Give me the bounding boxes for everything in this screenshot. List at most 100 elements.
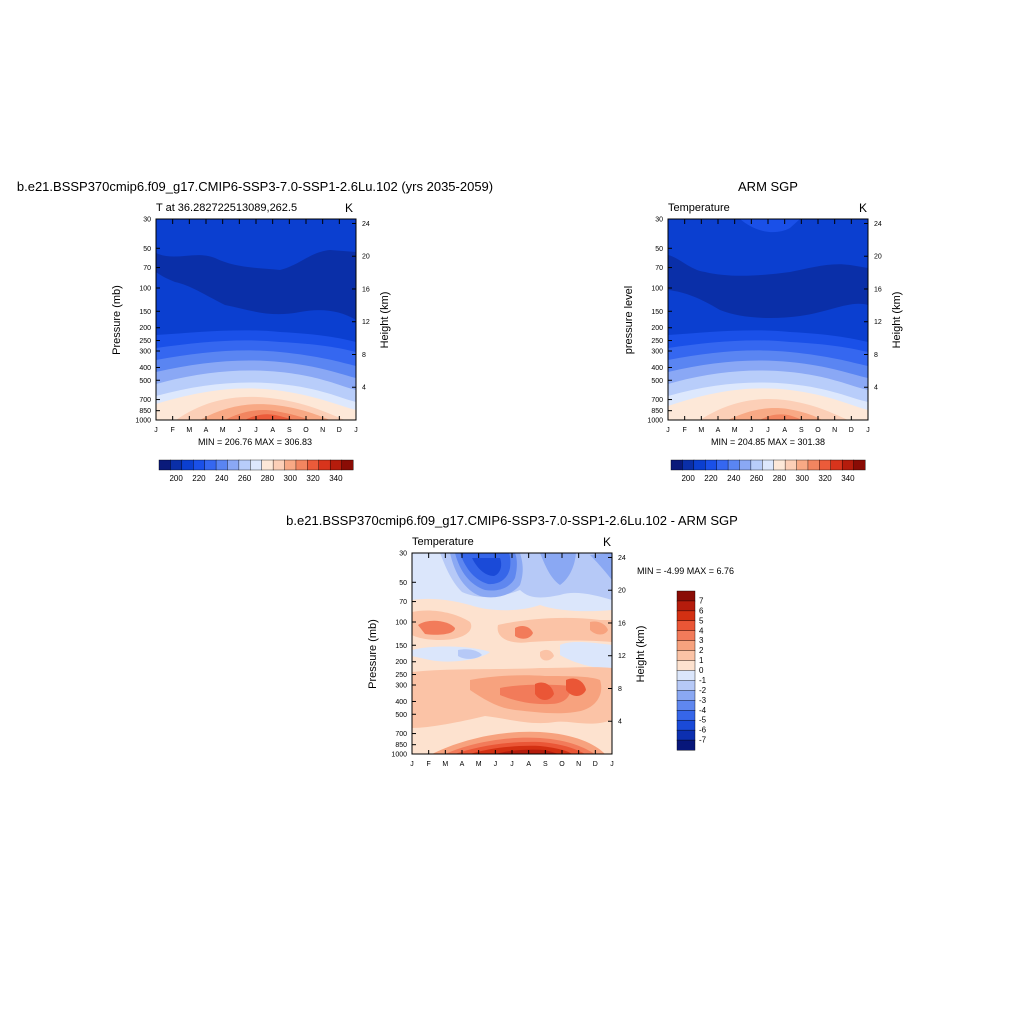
colorbar-swatch: [227, 459, 240, 471]
y-right-tick-label: 16: [618, 620, 626, 627]
colorbar-swatch: [676, 650, 696, 662]
y-tick-label: 300: [139, 348, 151, 355]
panel-model: b.e21.BSSP370cmip6.f09_g17.CMIP6-SSP3-7.…: [17, 179, 493, 483]
y-right-tick-label: 20: [362, 254, 370, 261]
x-tick-label: D: [337, 427, 342, 434]
x-tick-label: J: [494, 761, 498, 768]
panel-obs-field: [668, 219, 868, 420]
colorbar-swatch: [676, 690, 696, 701]
colorbar-label: 5: [699, 616, 704, 625]
panel-obs-ylabel-right: Height (km): [891, 292, 903, 349]
x-tick-label: N: [576, 761, 581, 768]
y-tick-label: 250: [651, 338, 663, 345]
y-right-tick-label: 12: [618, 653, 626, 660]
colorbar-swatch: [329, 459, 343, 471]
colorbar-swatch: [676, 739, 696, 751]
y-tick-label: 400: [139, 365, 151, 372]
colorbar-swatch: [250, 459, 263, 471]
colorbar-label: 220: [704, 474, 718, 483]
colorbar-swatch: [341, 459, 354, 471]
x-tick-label: A: [460, 761, 465, 768]
colorbar-label: 340: [841, 474, 855, 483]
colorbar-swatch: [676, 670, 696, 681]
colorbar-swatch: [676, 729, 696, 741]
x-tick-label: J: [666, 427, 670, 434]
y-tick-label: 700: [395, 731, 407, 738]
colorbar-swatch: [295, 459, 308, 471]
colorbar-swatch: [193, 459, 206, 471]
colorbar-swatch: [739, 459, 752, 471]
y-tick-label: 500: [395, 712, 407, 719]
colorbar-label: 4: [699, 626, 704, 635]
y-tick-label: 1000: [391, 752, 407, 759]
panel-obs: ARM SGP Temperature K J F M A M J J A S O N D J 30 50 7…: [623, 179, 903, 483]
panel-model-title: b.e21.BSSP370cmip6.f09_g17.CMIP6-SSP3-7.…: [17, 179, 493, 194]
colorbar-swatch: [284, 459, 297, 471]
colorbar-label: 320: [306, 474, 320, 483]
panel-diff-units: K: [603, 535, 611, 549]
y-tick-label: 200: [395, 659, 407, 666]
colorbar-label: 280: [261, 474, 275, 483]
x-tick-label: M: [732, 427, 738, 434]
y-tick-label: 100: [651, 286, 663, 293]
y-tick-label: 500: [651, 378, 663, 385]
x-tick-label: O: [815, 427, 821, 434]
x-tick-label: J: [610, 761, 614, 768]
colorbar-label: 240: [727, 474, 741, 483]
colorbar-label: 300: [284, 474, 298, 483]
x-tick-label: M: [186, 427, 192, 434]
x-tick-label: A: [716, 427, 721, 434]
x-tick-label: D: [593, 761, 598, 768]
colorbar-swatch: [762, 459, 775, 471]
colorbar-label: 2: [699, 646, 704, 655]
y-tick-label: 1000: [135, 418, 151, 425]
colorbar-label: 7: [699, 596, 704, 605]
panel-diff-ylabel: Pressure (mb): [367, 619, 379, 689]
x-tick-label: J: [750, 427, 754, 434]
colorbar-swatch: [676, 660, 696, 672]
x-tick-label: J: [154, 427, 158, 434]
y-right-tick-label: 20: [618, 588, 626, 595]
y-tick-label: 200: [651, 325, 663, 332]
colorbar-swatch: [773, 459, 786, 471]
panel-diff-ylabel-right: Height (km): [635, 626, 647, 683]
y-tick-label: 150: [395, 643, 407, 650]
y-tick-label: 300: [651, 348, 663, 355]
y-right-tick-label: 24: [874, 221, 882, 228]
y-tick-label: 850: [139, 408, 151, 415]
panel-obs-units: K: [859, 201, 867, 215]
x-tick-label: N: [320, 427, 325, 434]
y-tick-label: 850: [651, 408, 663, 415]
y-tick-label: 100: [139, 286, 151, 293]
colorbar-swatch: [307, 459, 320, 471]
x-tick-label: A: [204, 427, 209, 434]
panel-obs-subtitle-left: Temperature: [668, 202, 730, 214]
y-right-tick-label: 20: [874, 254, 882, 261]
panel-diff: b.e21.BSSP370cmip6.f09_g17.CMIP6-SSP3-7.…: [286, 513, 738, 768]
colorbar-label: 260: [750, 474, 764, 483]
colorbar-swatch: [676, 610, 696, 622]
y-right-tick-label: 16: [362, 286, 370, 293]
colorbar-swatch: [676, 600, 696, 612]
panel-diff-subtitle-left: Temperature: [412, 536, 474, 548]
y-right-tick-label: 24: [618, 555, 626, 562]
x-tick-label: F: [427, 761, 431, 768]
x-tick-label: A: [526, 761, 531, 768]
panel-model-units: K: [345, 201, 353, 215]
y-tick-label: 100: [395, 620, 407, 627]
y-right-tick-label: 8: [618, 686, 622, 693]
x-tick-label: M: [442, 761, 448, 768]
colorbar-swatch: [682, 459, 695, 471]
x-tick-label: S: [543, 761, 548, 768]
y-tick-label: 30: [399, 551, 407, 558]
colorbar-swatch: [807, 459, 820, 471]
y-tick-label: 400: [651, 365, 663, 372]
y-tick-label: 250: [395, 672, 407, 679]
colorbar-label: 340: [329, 474, 343, 483]
colorbar-swatch: [676, 590, 696, 602]
colorbar-swatch: [181, 459, 194, 471]
colorbar-swatch: [272, 459, 286, 471]
y-tick-label: 1000: [647, 418, 663, 425]
colorbar-swatch: [784, 459, 798, 471]
x-tick-label: F: [171, 427, 175, 434]
